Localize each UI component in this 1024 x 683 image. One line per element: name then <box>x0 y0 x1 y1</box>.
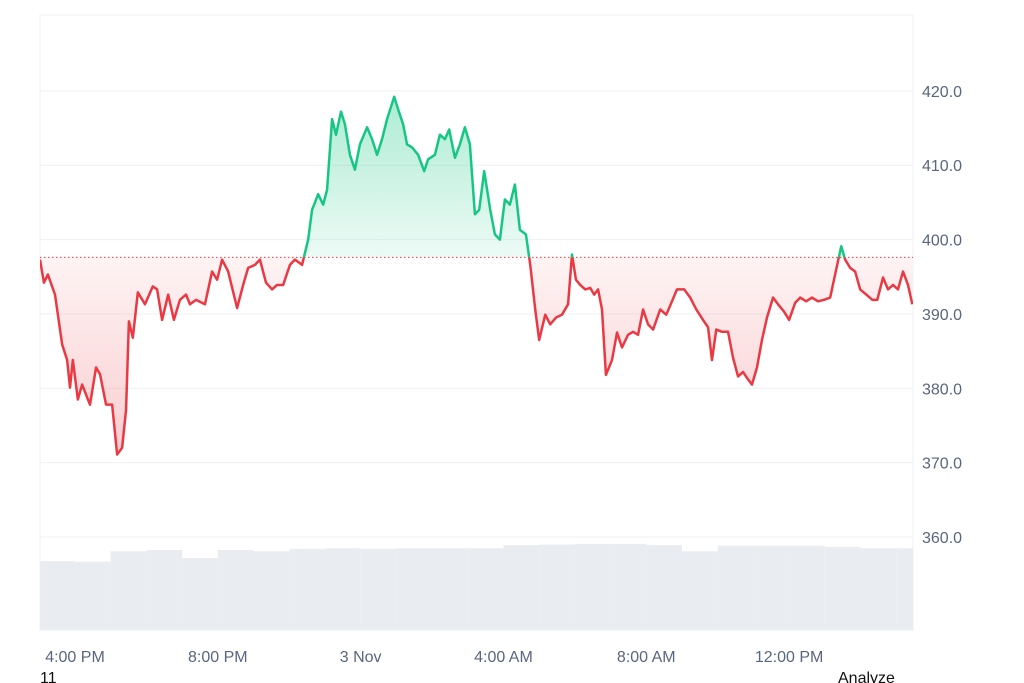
x-tick-label: 4:00 AM <box>474 649 533 666</box>
volume-bar <box>74 561 111 630</box>
area-down <box>40 257 913 455</box>
volume-bar <box>396 548 433 630</box>
x-tick-label: 12:00 PM <box>755 649 823 666</box>
y-tick-label: 380.0 <box>922 381 962 398</box>
volume-bar <box>610 543 647 630</box>
footer-left: 11 <box>40 670 57 683</box>
volume-bar <box>789 545 825 630</box>
x-tick-label: 8:00 AM <box>617 649 676 666</box>
volume-bar <box>146 550 183 630</box>
volume-bar <box>539 544 575 630</box>
volume-bar <box>717 545 754 630</box>
volume-bar <box>432 548 468 630</box>
y-tick-label: 410.0 <box>922 158 962 175</box>
x-tick-label: 4:00 PM <box>45 649 105 666</box>
volume-bar <box>289 548 325 630</box>
volume-bar <box>217 550 254 630</box>
volume-bar <box>253 551 290 630</box>
volume-bar <box>182 558 218 630</box>
volume-bar <box>681 551 718 630</box>
volume-bar <box>360 548 397 630</box>
x-tick-label: 3 Nov <box>340 649 382 666</box>
volume-bar <box>896 548 913 630</box>
y-tick-label: 370.0 <box>922 456 962 473</box>
volume-bar <box>503 545 540 630</box>
y-tick-label: 400.0 <box>922 233 962 250</box>
volume-bar <box>574 543 611 630</box>
x-tick-label: 8:00 PM <box>188 649 248 666</box>
volume-bar <box>860 548 897 630</box>
price-line-down <box>40 257 913 456</box>
area-up <box>40 96 913 258</box>
volume-bar <box>40 561 75 630</box>
price-line-up <box>302 95 846 258</box>
volume-bar <box>324 548 361 630</box>
volume-bar <box>753 545 790 630</box>
plot-frame <box>39 14 914 631</box>
volume-bar <box>467 548 504 630</box>
y-tick-label: 420.0 <box>922 84 962 101</box>
volume-bar <box>110 551 147 630</box>
y-tick-label: 390.0 <box>922 307 962 324</box>
y-tick-label: 360.0 <box>922 530 962 547</box>
volume-bar <box>824 546 861 630</box>
footer-right[interactable]: Analyze <box>838 670 895 683</box>
volume-bar <box>646 545 682 630</box>
